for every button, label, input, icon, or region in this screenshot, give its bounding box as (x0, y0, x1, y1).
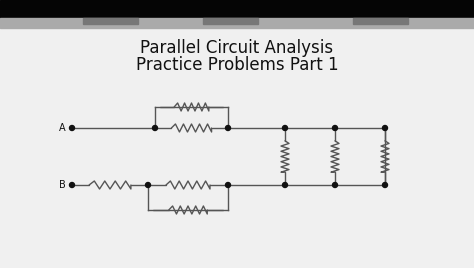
Text: A: A (59, 123, 66, 133)
Circle shape (226, 183, 230, 188)
Text: Parallel Circuit Analysis: Parallel Circuit Analysis (140, 39, 334, 57)
Circle shape (70, 125, 74, 131)
Circle shape (332, 183, 337, 188)
Text: Practice Problems Part 1: Practice Problems Part 1 (136, 56, 338, 74)
Circle shape (153, 125, 157, 131)
Bar (353, 18, 408, 24)
Bar (0, 0, 474, 18)
Circle shape (383, 183, 388, 188)
Bar (83, 18, 138, 24)
Circle shape (70, 183, 74, 188)
Circle shape (146, 183, 151, 188)
Circle shape (226, 125, 230, 131)
Circle shape (383, 125, 388, 131)
Bar (203, 18, 258, 24)
Circle shape (283, 183, 288, 188)
Circle shape (332, 125, 337, 131)
Circle shape (283, 125, 288, 131)
Text: B: B (59, 180, 66, 190)
Bar (0, 18, 474, 28)
